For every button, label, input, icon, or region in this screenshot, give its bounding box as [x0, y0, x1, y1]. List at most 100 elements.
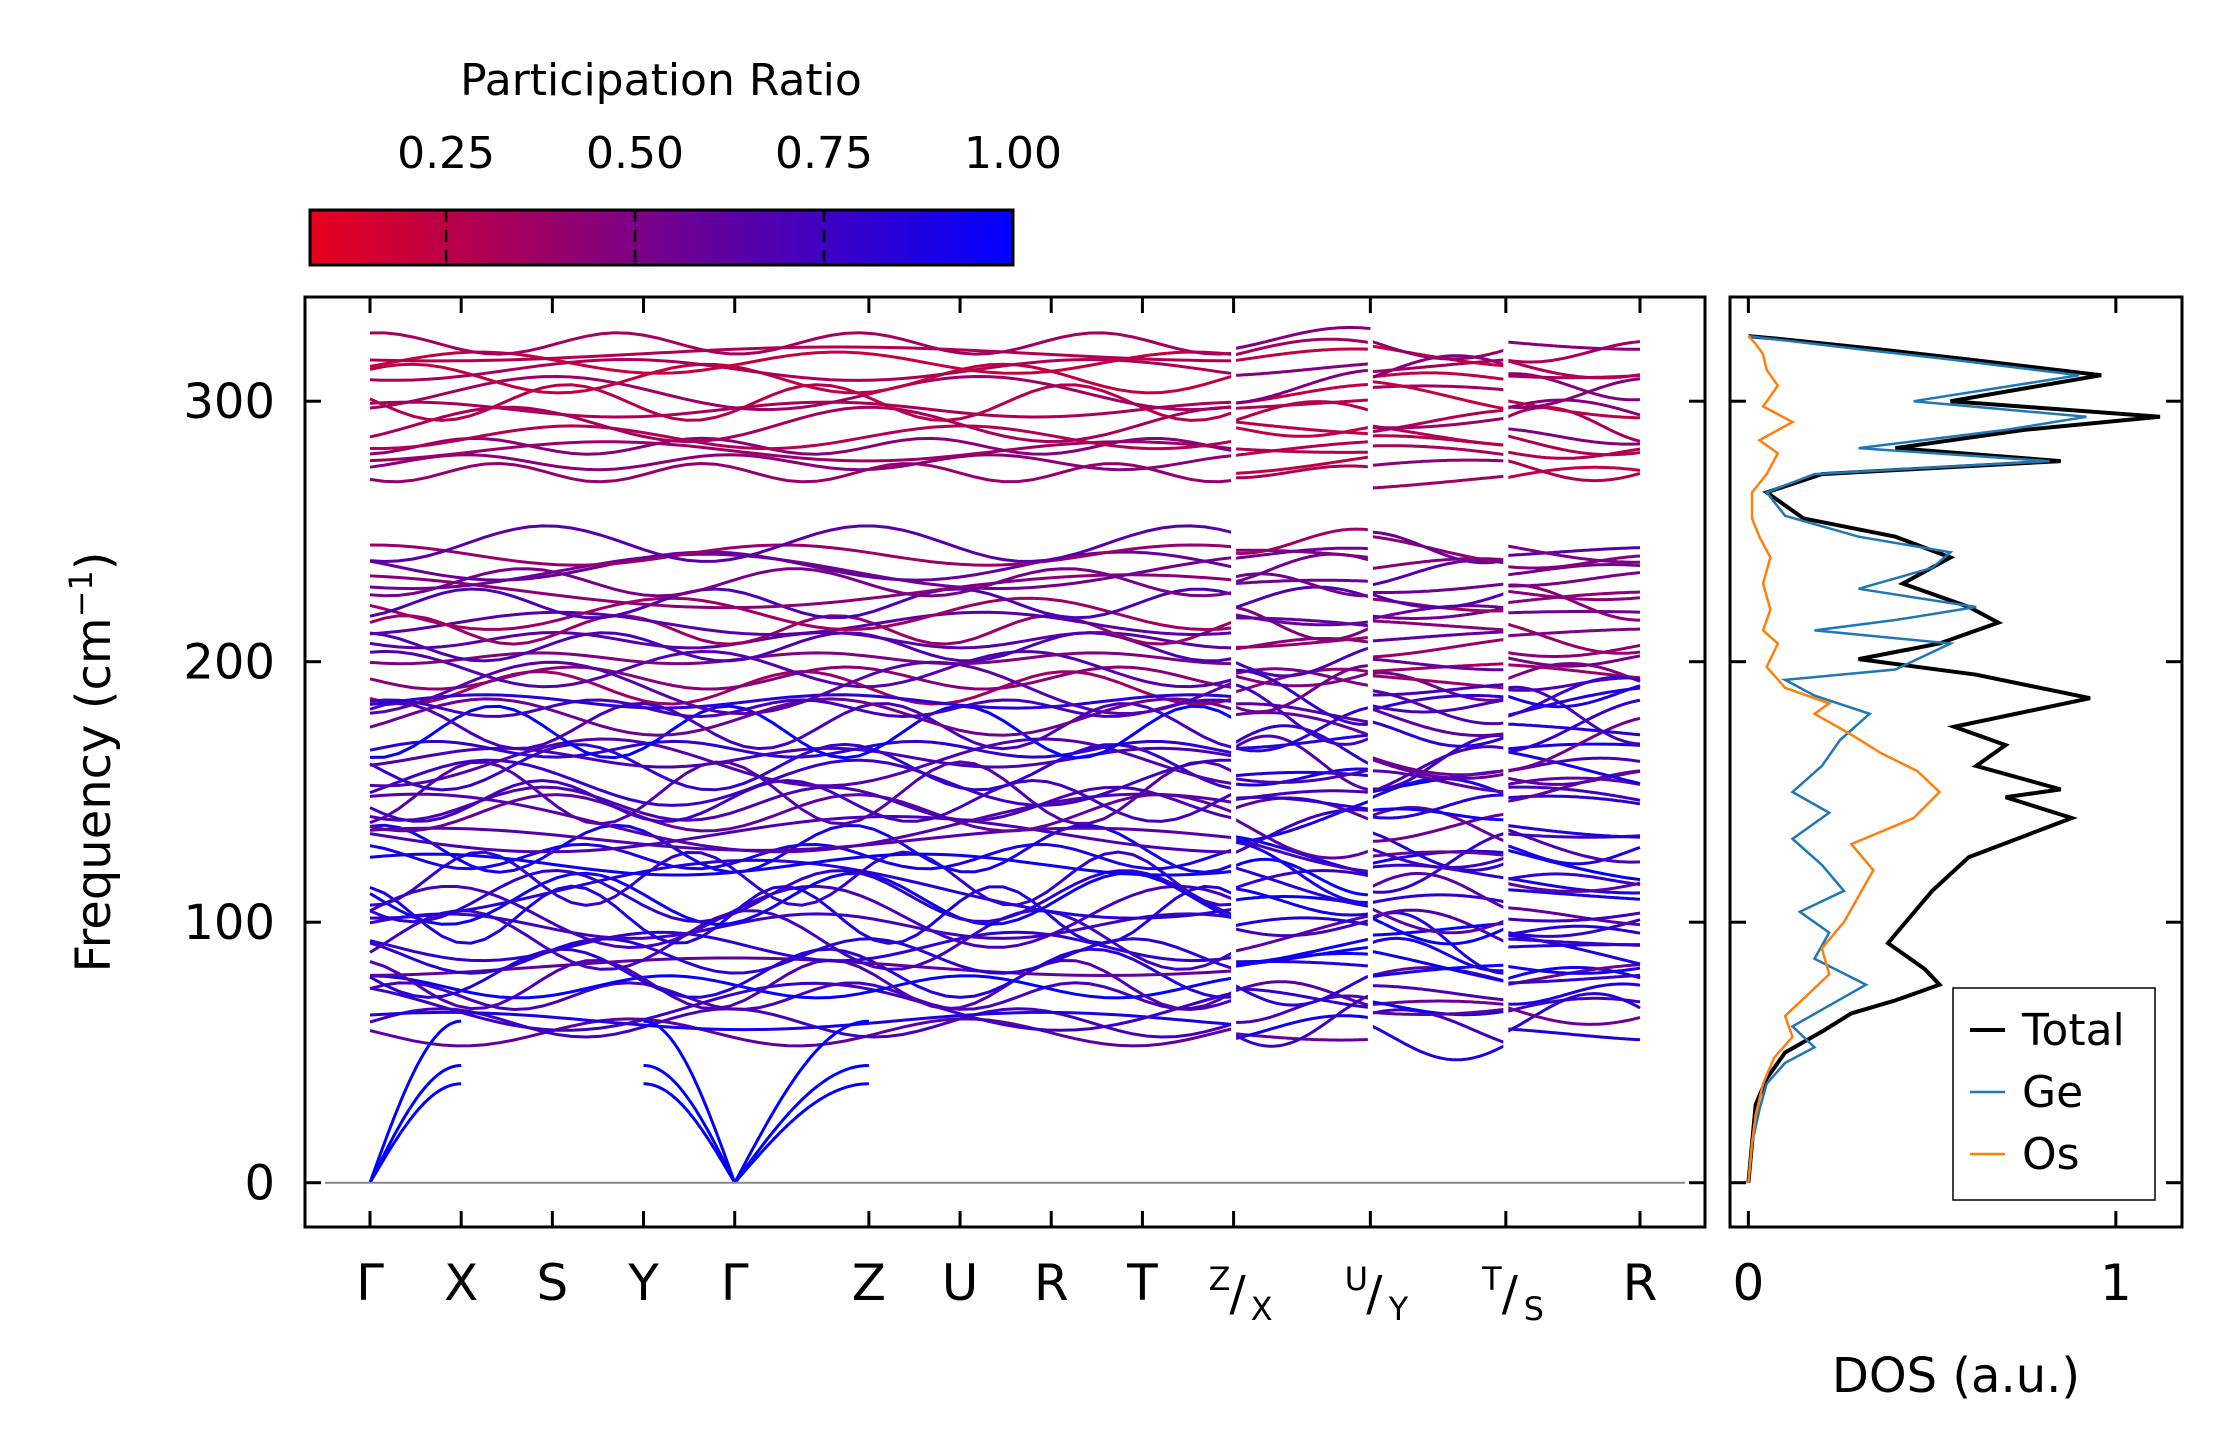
band-line: [369, 758, 1234, 807]
band-line: [1505, 848, 1641, 882]
band-line: [1233, 440, 1371, 457]
x-tick-label-top: Z: [1209, 1260, 1231, 1298]
band-line: [1233, 918, 1371, 938]
y-axis-label-superscript: −1: [62, 570, 100, 617]
band-line: [369, 823, 1235, 874]
band-line: [1505, 661, 1641, 683]
band-line: [369, 587, 1234, 620]
band-line: [1233, 455, 1371, 475]
dos-x-tick-label: 1: [2100, 1254, 2132, 1312]
colorbar-tick-label: 0.25: [397, 128, 495, 179]
legend-label-total: Total: [2021, 1005, 2125, 1056]
band-line: [1370, 371, 1507, 381]
band-line: [369, 1010, 1234, 1032]
band-line: [1370, 630, 1506, 643]
acoustic-branch: [368, 1064, 462, 1184]
band-line: [369, 543, 1234, 567]
band-line: [369, 850, 1234, 907]
x-tick-label: Z: [852, 1254, 886, 1312]
band-line: [1233, 887, 1371, 917]
y-tick-label: 200: [183, 635, 275, 691]
band-line: [1370, 694, 1506, 712]
band-line: [1233, 400, 1371, 423]
band-line: [1505, 881, 1641, 893]
band-y-ticks: 0 100 200 300: [183, 374, 1705, 1212]
band-line: [1505, 756, 1641, 773]
band-line: [1233, 937, 1371, 968]
x-tick-label: Γ: [721, 1254, 749, 1312]
band-line: [369, 461, 1234, 484]
band-line: [369, 704, 1235, 760]
band-line: [1505, 918, 1641, 938]
band-line: [1233, 447, 1371, 454]
band-line: [1505, 654, 1641, 668]
band-line: [1233, 799, 1371, 844]
dos-x-tick-label: 0: [1732, 1254, 1764, 1312]
band-line: [1505, 627, 1640, 638]
band-line: [369, 742, 1234, 792]
band-line: [1505, 684, 1641, 709]
band-line: [1505, 663, 1641, 680]
dos-x-axis-label: DOS (a.u.): [1832, 1348, 2080, 1404]
band-line: [1505, 589, 1641, 602]
band-line: [1370, 530, 1507, 565]
band-line: [1232, 734, 1371, 792]
band-line: [1370, 720, 1507, 748]
band-line: [1369, 908, 1507, 944]
band-line: [1232, 993, 1371, 1048]
band-line: [1370, 793, 1506, 820]
band-line: [1370, 619, 1506, 632]
band-line: [1370, 999, 1507, 1007]
band-line: [1370, 921, 1506, 937]
band-line: [1505, 698, 1641, 754]
x-tick-label: X: [1251, 1290, 1273, 1328]
band-line: [1370, 416, 1507, 430]
band-line: [369, 651, 1234, 666]
y-tick-label: 100: [183, 895, 275, 951]
y-axis-label-close: ): [66, 551, 122, 570]
band-line: [369, 956, 1234, 978]
band-line: [369, 693, 1234, 710]
band-line: [369, 453, 1234, 472]
band-line: [1233, 347, 1371, 363]
band-line: [1370, 984, 1507, 1002]
colorbar-tick-label: 1.00: [964, 128, 1062, 179]
band-line: [1233, 733, 1371, 750]
band-line: [1505, 675, 1641, 719]
band-line: [1233, 837, 1371, 873]
acoustic-branch: [643, 1019, 737, 1184]
band-line: [369, 698, 1234, 719]
band-line: [369, 701, 1235, 751]
band-line: [369, 1007, 1235, 1039]
band-line: [1505, 872, 1641, 886]
band-y-axis-label: Frequency (cm−1): [62, 551, 122, 972]
band-line: [369, 981, 1234, 1032]
band-line: [369, 660, 1235, 716]
band-line: [1505, 785, 1641, 802]
band-line: [1233, 635, 1371, 649]
band-line: [1370, 637, 1507, 659]
band-line: [1505, 827, 1641, 864]
dos-lines: [1746, 334, 2161, 1183]
band-line: [369, 793, 1235, 833]
band-line: [1370, 358, 1506, 374]
band-line: [1370, 850, 1507, 858]
band-line: [1370, 698, 1507, 714]
band-line: [1505, 876, 1641, 895]
band-line: [1505, 716, 1641, 772]
acoustic-branch: [643, 1082, 736, 1184]
colorbar-gradient-bar: [308, 208, 1015, 267]
band-line: [1370, 734, 1506, 791]
x-tick-label-slash: /: [1230, 1266, 1247, 1322]
band-line: [369, 814, 1234, 854]
band-line: [1233, 702, 1371, 724]
band-line: [1233, 585, 1371, 610]
band-line: [369, 610, 1234, 637]
band-line: [1233, 869, 1371, 890]
band-line: [1370, 807, 1506, 822]
band-line: [1505, 544, 1640, 564]
band-line: [1369, 830, 1507, 872]
